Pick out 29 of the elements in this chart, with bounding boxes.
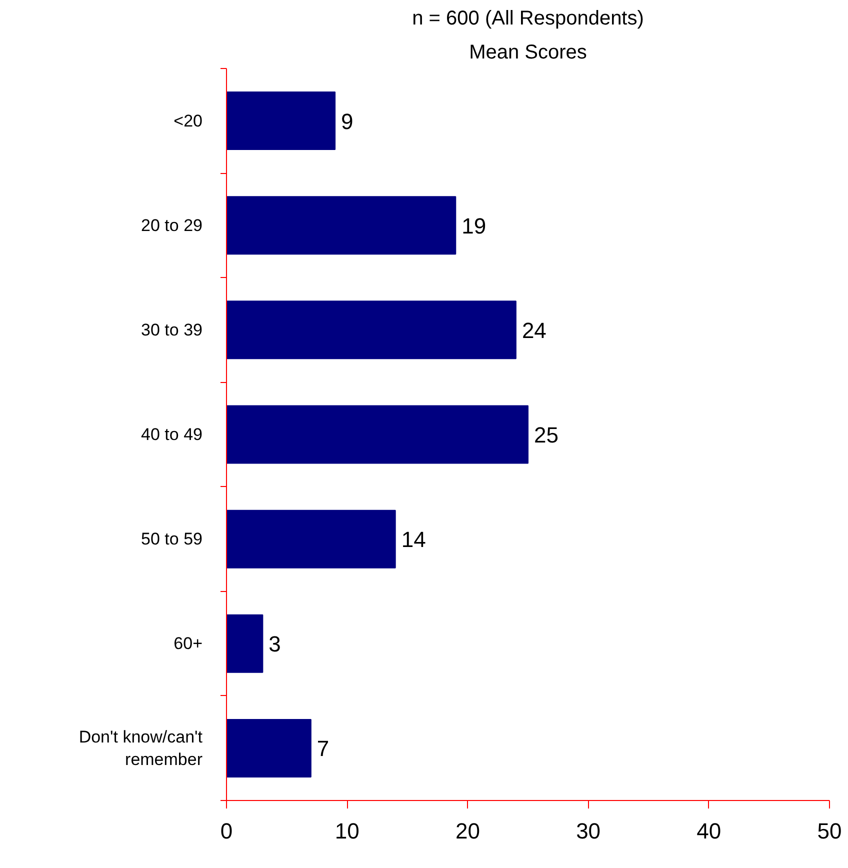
data-label: 19: [462, 213, 486, 238]
y-tick-label: Don't know/can't remember: [78, 727, 203, 770]
bar: [226, 300, 516, 360]
x-tick-label: 20: [455, 818, 480, 844]
data-label: 9: [341, 108, 354, 134]
y-tick-label: 60+: [174, 634, 203, 654]
data-label: 7: [316, 736, 330, 762]
x-tick-label: 10: [334, 818, 360, 844]
y-tick-label: 30 to 39: [141, 320, 203, 340]
chart-title: n = 600 (All Respondents): [412, 8, 644, 30]
chart-subtitle: Mean Scores: [469, 42, 587, 64]
x-tick-label: 30: [576, 818, 601, 844]
x-tick-label: 50: [817, 818, 842, 844]
y-tick-label: 50 to 59: [141, 530, 203, 549]
data-label: 24: [522, 318, 546, 343]
bar: [226, 718, 312, 778]
x-tick-label: 0: [220, 818, 233, 844]
y-tick-label: <20: [174, 111, 203, 130]
bar: [226, 92, 336, 150]
x-tick-label: 40: [696, 818, 722, 844]
y-tick-label: 40 to 49: [141, 425, 203, 444]
bar: [226, 196, 456, 255]
bar: [226, 510, 396, 568]
data-label: 3: [268, 632, 281, 657]
y-tick-label: 20 to 29: [141, 216, 203, 235]
data-label: 14: [401, 527, 426, 552]
bar: [226, 405, 528, 464]
data-label: 25: [534, 422, 558, 448]
bar: [226, 614, 264, 673]
